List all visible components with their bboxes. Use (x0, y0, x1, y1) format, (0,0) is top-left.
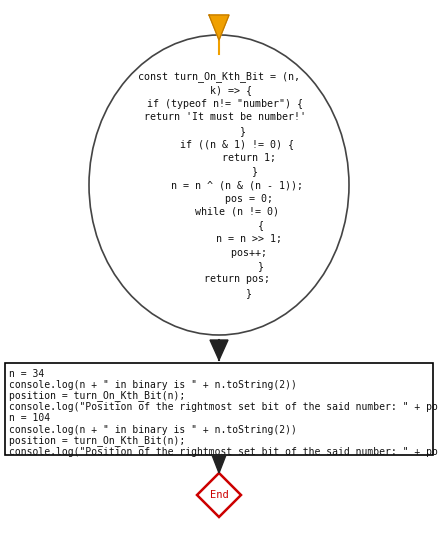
Text: position = turn_On_Kth_Bit(n);: position = turn_On_Kth_Bit(n); (9, 435, 185, 446)
Polygon shape (197, 473, 241, 517)
Polygon shape (212, 455, 226, 473)
Text: console.log(n + " in binary is " + n.toString(2)): console.log(n + " in binary is " + n.toS… (9, 380, 297, 390)
Text: if (typeof n!= "number") {: if (typeof n!= "number") { (135, 99, 303, 109)
Text: return 'It must be number!': return 'It must be number!' (132, 112, 306, 123)
Text: if ((n & 1) != 0) {: if ((n & 1) != 0) { (144, 140, 294, 149)
Text: while (n != 0): while (n != 0) (159, 207, 279, 217)
Text: console.log(n + " in binary is " + n.toString(2)): console.log(n + " in binary is " + n.toS… (9, 425, 297, 434)
Text: {: { (174, 221, 264, 230)
Text: const turn_On_Kth_Bit = (n,: const turn_On_Kth_Bit = (n, (138, 71, 300, 83)
Text: }: } (186, 288, 252, 298)
Text: n = n >> 1;: n = n >> 1; (156, 234, 282, 244)
Text: }: } (174, 261, 264, 271)
Polygon shape (209, 15, 229, 40)
Bar (5, 363, 433, 455)
Polygon shape (210, 340, 228, 360)
Text: }: } (192, 126, 246, 136)
Text: position = turn_On_Kth_Bit(n);: position = turn_On_Kth_Bit(n); (9, 391, 185, 401)
Text: n = n ^ (n & (n - 1));: n = n ^ (n & (n - 1)); (135, 180, 303, 190)
Text: console.log("Position of the rightmost set bit of the said number: " + position): console.log("Position of the rightmost s… (9, 447, 438, 457)
Text: return pos;: return pos; (168, 274, 270, 285)
Text: k) => {: k) => { (186, 85, 252, 95)
Text: End: End (210, 490, 228, 500)
Text: }: } (180, 166, 258, 176)
Text: pos++;: pos++; (171, 247, 267, 257)
Text: console.log("Position of the rightmost set bit of the said number: " + position): console.log("Position of the rightmost s… (9, 402, 438, 412)
Text: n = 34: n = 34 (9, 369, 44, 378)
Text: n = 104: n = 104 (9, 414, 50, 423)
Text: return 1;: return 1; (162, 153, 276, 163)
Ellipse shape (89, 35, 349, 335)
Text: pos = 0;: pos = 0; (165, 193, 273, 204)
